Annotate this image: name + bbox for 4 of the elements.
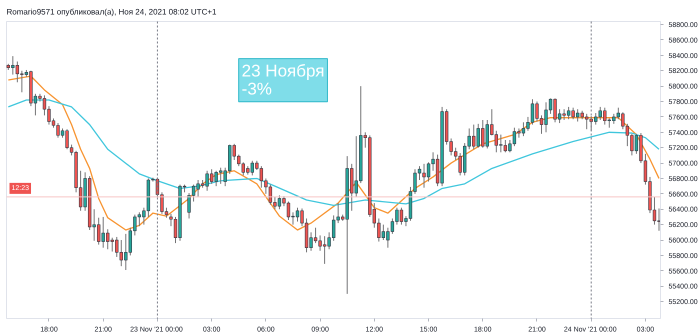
text: Romario9571 опубликовал(а), Ноя 24, 2021 08:02 UTC+1 <box>6 8 218 16</box>
annotation: 23 Ноября -3% <box>242 62 324 99</box>
line-series <box>8 99 660 206</box>
candlestick <box>296 207 300 222</box>
